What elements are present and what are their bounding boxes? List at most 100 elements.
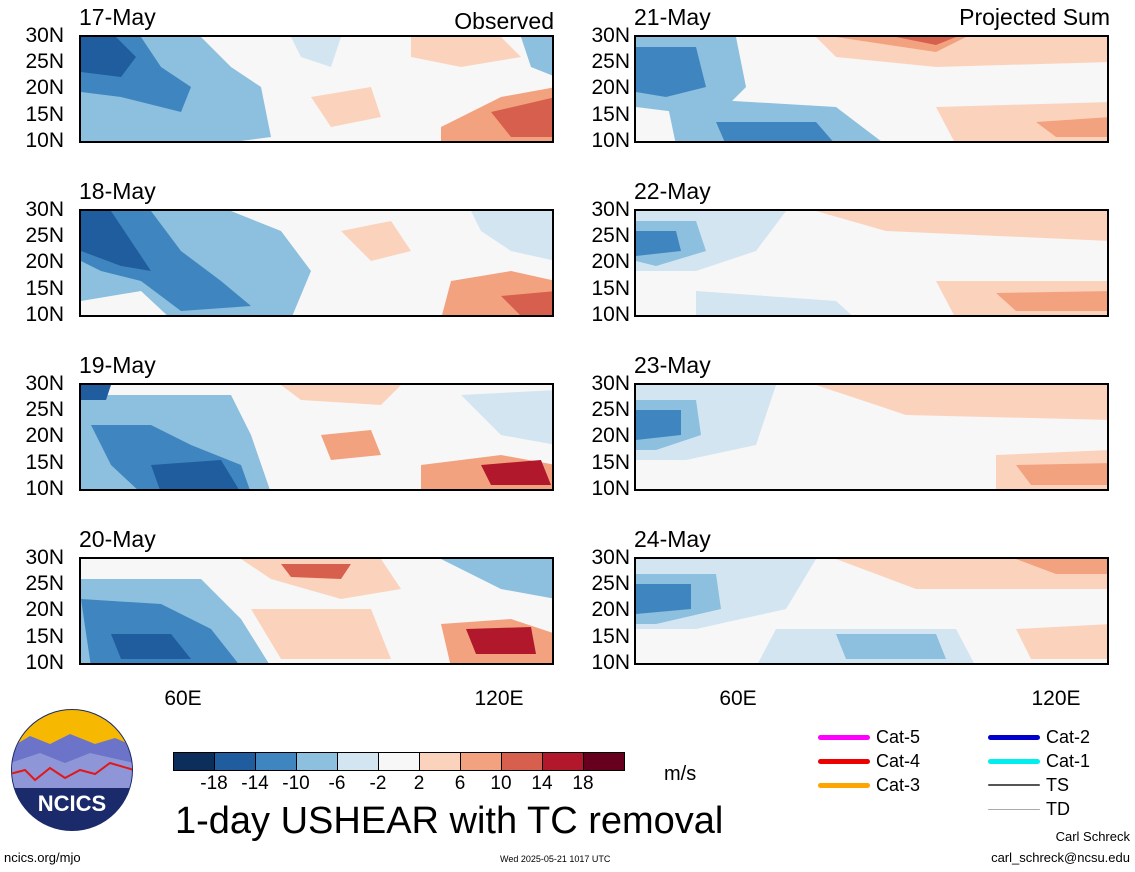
lat-tick-30n: 30N <box>25 372 64 395</box>
lat-tick-30n: 30N <box>25 24 64 47</box>
lat-tick-25n: 25N <box>25 398 64 421</box>
lat-tick-30n: 30N <box>25 198 64 221</box>
lat-tick-20n: 20N <box>25 598 64 621</box>
lat-tick-15n: 15N <box>591 103 630 126</box>
colorbar-swatch <box>542 752 584 771</box>
lat-tick-10n: 10N <box>25 477 64 500</box>
lat-tick-20n: 20N <box>591 250 630 273</box>
colorbar-swatch <box>583 752 625 771</box>
legend-swatch-td <box>988 809 1040 810</box>
lat-tick-25n: 25N <box>591 50 630 73</box>
panel-date-18-may: 18-May <box>79 178 156 204</box>
legend-label-cat-3: Cat-3 <box>876 775 921 795</box>
panel-date-17-may: 17-May <box>79 4 156 30</box>
lat-tick-20n: 20N <box>25 250 64 273</box>
lon-tick-120e-right: 120E <box>1031 687 1081 710</box>
legend-label-td: TD <box>1046 799 1070 819</box>
lat-tick-15n: 15N <box>591 277 630 300</box>
panel-date-22-may: 22-May <box>634 178 711 204</box>
colorbar-swatch <box>337 752 379 771</box>
lat-tick-10n: 10N <box>591 303 630 326</box>
map-panel-observed-3 <box>79 383 554 491</box>
colorbar-swatch <box>296 752 338 771</box>
lat-tick-20n: 20N <box>591 76 630 99</box>
legend-label-cat-2: Cat-2 <box>1046 727 1091 747</box>
lat-tick-20n: 20N <box>591 424 630 447</box>
colorbar-swatch <box>419 752 461 771</box>
lat-tick-25n: 25N <box>25 572 64 595</box>
lat-tick-30n: 30N <box>25 546 64 569</box>
lat-tick-20n: 20N <box>25 424 64 447</box>
colorbar-swatch <box>460 752 502 771</box>
lat-tick-25n: 25N <box>591 572 630 595</box>
colorbar-swatch <box>501 752 543 771</box>
lat-tick-25n: 25N <box>25 224 64 247</box>
lat-tick-10n: 10N <box>591 651 630 674</box>
source-url: ncics.org/mjo <box>4 850 81 865</box>
lat-tick-30n: 30N <box>591 24 630 47</box>
lon-tick-60e-left: 60E <box>164 687 202 710</box>
lat-tick-15n: 15N <box>25 451 64 474</box>
panel-date-21-may: 21-May <box>634 4 711 30</box>
figure-title: 1-day USHEAR with TC removal <box>175 800 724 842</box>
map-panel-projected-2 <box>634 209 1109 317</box>
colorbar-swatch <box>214 752 256 771</box>
lat-tick-30n: 30N <box>591 372 630 395</box>
lat-tick-15n: 15N <box>591 451 630 474</box>
lon-tick-120e-left: 120E <box>474 687 524 710</box>
colorbar-tick-label: -14 <box>241 773 269 794</box>
lat-tick-15n: 15N <box>25 103 64 126</box>
lat-tick-30n: 30N <box>591 198 630 221</box>
legend-swatch-ts <box>988 784 1040 786</box>
colorbar-tick-label: -10 <box>282 773 310 794</box>
map-panel-projected-4 <box>634 557 1109 665</box>
colorbar-tick-label: -2 <box>369 773 387 794</box>
lat-tick-25n: 25N <box>25 50 64 73</box>
lat-tick-25n: 25N <box>591 398 630 421</box>
legend-label-cat-4: Cat-4 <box>876 751 921 771</box>
colorbar-swatch <box>255 752 297 771</box>
legend-label-cat-5: Cat-5 <box>876 727 921 747</box>
colorbar-tick-label: 2 <box>413 773 425 794</box>
ncics-logo: NCICS <box>10 708 134 832</box>
lat-tick-20n: 20N <box>25 76 64 99</box>
map-panel-observed-1 <box>79 35 554 143</box>
legend-swatch-cat-5 <box>818 735 870 740</box>
lat-tick-10n: 10N <box>25 129 64 152</box>
units-label: m/s <box>664 763 697 785</box>
timestamp: Wed 2025-05-21 1017 UTC <box>500 854 611 864</box>
lat-tick-10n: 10N <box>25 303 64 326</box>
lat-tick-10n: 10N <box>25 651 64 674</box>
lat-tick-30n: 30N <box>591 546 630 569</box>
panel-date-23-may: 23-May <box>634 352 711 378</box>
colorbar-swatch <box>378 752 420 771</box>
panel-date-19-may: 19-May <box>79 352 156 378</box>
colorbar-tick-label: 14 <box>531 773 553 794</box>
lat-tick-10n: 10N <box>591 477 630 500</box>
legend-label-ts: TS <box>1046 775 1070 795</box>
legend-label-cat-1: Cat-1 <box>1046 751 1091 771</box>
lat-tick-20n: 20N <box>591 598 630 621</box>
map-panel-observed-2 <box>79 209 554 317</box>
panel-date-24-may: 24-May <box>634 526 711 552</box>
author-email: carl_schreck@ncsu.edu <box>991 850 1130 865</box>
legend-swatch-cat-4 <box>818 759 870 764</box>
map-panel-projected-1 <box>634 35 1109 143</box>
legend-swatch-cat-3 <box>818 783 870 788</box>
lon-tick-60e-right: 60E <box>719 687 757 710</box>
lat-tick-15n: 15N <box>25 625 64 648</box>
colorbar-tick-label: -6 <box>328 773 346 794</box>
map-panel-observed-4 <box>79 557 554 665</box>
colorbar-tick-label: -18 <box>200 773 228 794</box>
lat-tick-15n: 15N <box>25 277 64 300</box>
legend-swatch-cat-2 <box>988 735 1040 740</box>
logo-text: NCICS <box>38 791 106 816</box>
colorbar-tick-label: 18 <box>572 773 594 794</box>
author-name: Carl Schreck <box>1055 829 1130 844</box>
lat-tick-10n: 10N <box>591 129 630 152</box>
observed-label: Observed <box>454 8 554 34</box>
panel-date-20-may: 20-May <box>79 526 156 552</box>
colorbar-tick-label: 6 <box>454 773 466 794</box>
projected-sum-label: Projected Sum <box>959 4 1110 30</box>
colorbar-swatch <box>173 752 215 771</box>
